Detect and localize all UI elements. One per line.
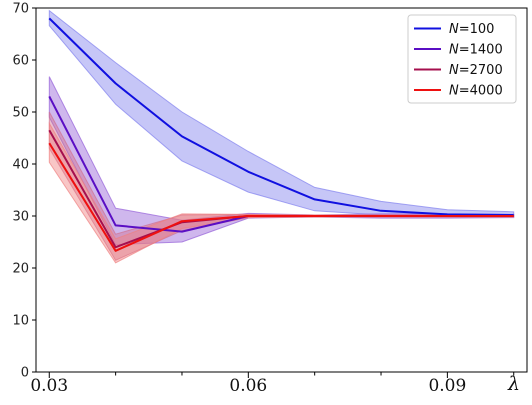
legend-label-value: =4000 [459,84,503,99]
y-tick-label: 0 [21,366,29,381]
plot-frame [35,7,528,373]
legend-label: N=100 [449,22,494,37]
x-tick-label: 0.03 [30,376,68,396]
y-axis: 0 10 20 30 40 50 60 70 [12,2,36,381]
y-tick-label: 70 [12,2,29,17]
legend-label: N=1400 [449,43,503,58]
legend-label-variable: N [449,43,459,58]
plot-border [35,7,528,373]
legend-label-variable: N [449,22,459,37]
y-tick-label: 50 [12,106,29,121]
y-tick-label: 20 [12,262,29,277]
legend-label: N=4000 [449,84,503,99]
x-tick-label: 0.06 [229,376,267,396]
legend-label: N=2700 [449,63,503,78]
series-line-0 [48,17,514,216]
legend-label-variable: N [449,63,459,78]
x-axis-label: λ [507,373,520,395]
legend-label-value: =2700 [459,63,503,78]
legend-box [407,14,517,104]
x-tick-label: 0.09 [428,376,466,396]
legend-label-value: =1400 [459,43,503,58]
legend-label-variable: N [449,84,459,99]
series-band-1 [48,76,515,246]
legend-label-value: =100 [459,22,495,37]
y-tick-label: 30 [12,210,29,225]
y-tick-label: 40 [12,158,29,173]
y-tick-label: 10 [12,314,29,329]
series-line-3 [48,142,514,252]
x-axis: 0.03 0.06 0.09 [30,372,515,396]
series-lines [48,17,514,252]
y-tick-label: 60 [12,54,29,69]
